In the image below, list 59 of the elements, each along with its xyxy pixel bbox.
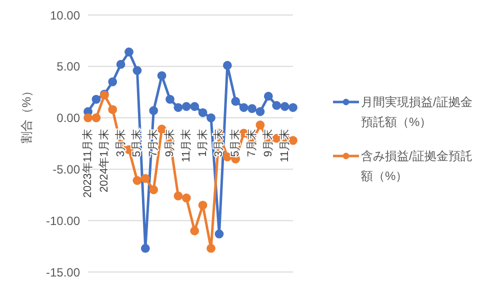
point — [92, 94, 101, 104]
point — [182, 102, 191, 111]
point — [222, 152, 232, 162]
x-tick-label: 1月末 — [196, 128, 209, 157]
point — [206, 244, 216, 253]
point — [166, 94, 174, 104]
point — [198, 200, 208, 210]
point — [157, 71, 166, 80]
y-tick-label: 5.00 — [56, 60, 80, 74]
x-tick-label: 3月末 — [114, 128, 127, 157]
y-tick-label: 10.00 — [50, 8, 80, 22]
point — [239, 103, 248, 112]
point — [264, 92, 273, 101]
point — [190, 102, 200, 111]
x-tick-label: 9月末 — [261, 128, 274, 157]
point — [149, 185, 158, 194]
x-tick-label: 9月末 — [163, 128, 176, 157]
x-tick-label: 11月末 — [179, 128, 192, 162]
point — [190, 226, 200, 236]
point — [182, 194, 191, 202]
point — [140, 174, 150, 183]
point — [149, 106, 158, 116]
x-tick-label: 3月末 — [212, 128, 226, 157]
point — [231, 96, 240, 106]
x-tick-label: 5月末 — [130, 128, 144, 157]
x-tick-label: 7月末 — [245, 128, 258, 157]
point — [256, 107, 265, 116]
point — [132, 176, 142, 185]
y-tick-label: 0.00 — [56, 111, 80, 126]
point — [116, 60, 126, 69]
point — [84, 113, 92, 122]
y-axis-title: 割合（%） — [19, 84, 34, 144]
point — [132, 66, 142, 75]
x-tick-label: 5月末 — [228, 128, 242, 157]
point — [174, 191, 183, 200]
point — [288, 103, 298, 112]
point — [124, 48, 134, 56]
point — [198, 108, 208, 118]
point — [92, 113, 101, 122]
x-tick-label: 2023年11月末 — [81, 128, 94, 198]
y-tick-label: -10.00 — [46, 214, 80, 228]
x-tick-label: 7月末 — [146, 128, 160, 157]
point — [140, 244, 150, 253]
point — [108, 105, 118, 114]
y-tick-label: -15.00 — [46, 265, 80, 280]
point — [108, 77, 118, 86]
y-tick-label: -5.00 — [52, 162, 80, 176]
point — [248, 104, 256, 113]
legend-label: 月間実現損益/証拠金預託額（%） — [361, 94, 473, 130]
x-tick-label: 2024年1月末 — [97, 128, 110, 192]
point — [222, 60, 232, 70]
point — [256, 120, 265, 130]
legend-label: 含み損益/証拠金預託額（%） — [361, 148, 473, 184]
point — [280, 102, 290, 111]
point — [174, 103, 183, 112]
point — [214, 230, 224, 238]
point — [206, 113, 216, 122]
x-tick-label: 11月末 — [278, 128, 291, 162]
point — [272, 101, 282, 110]
